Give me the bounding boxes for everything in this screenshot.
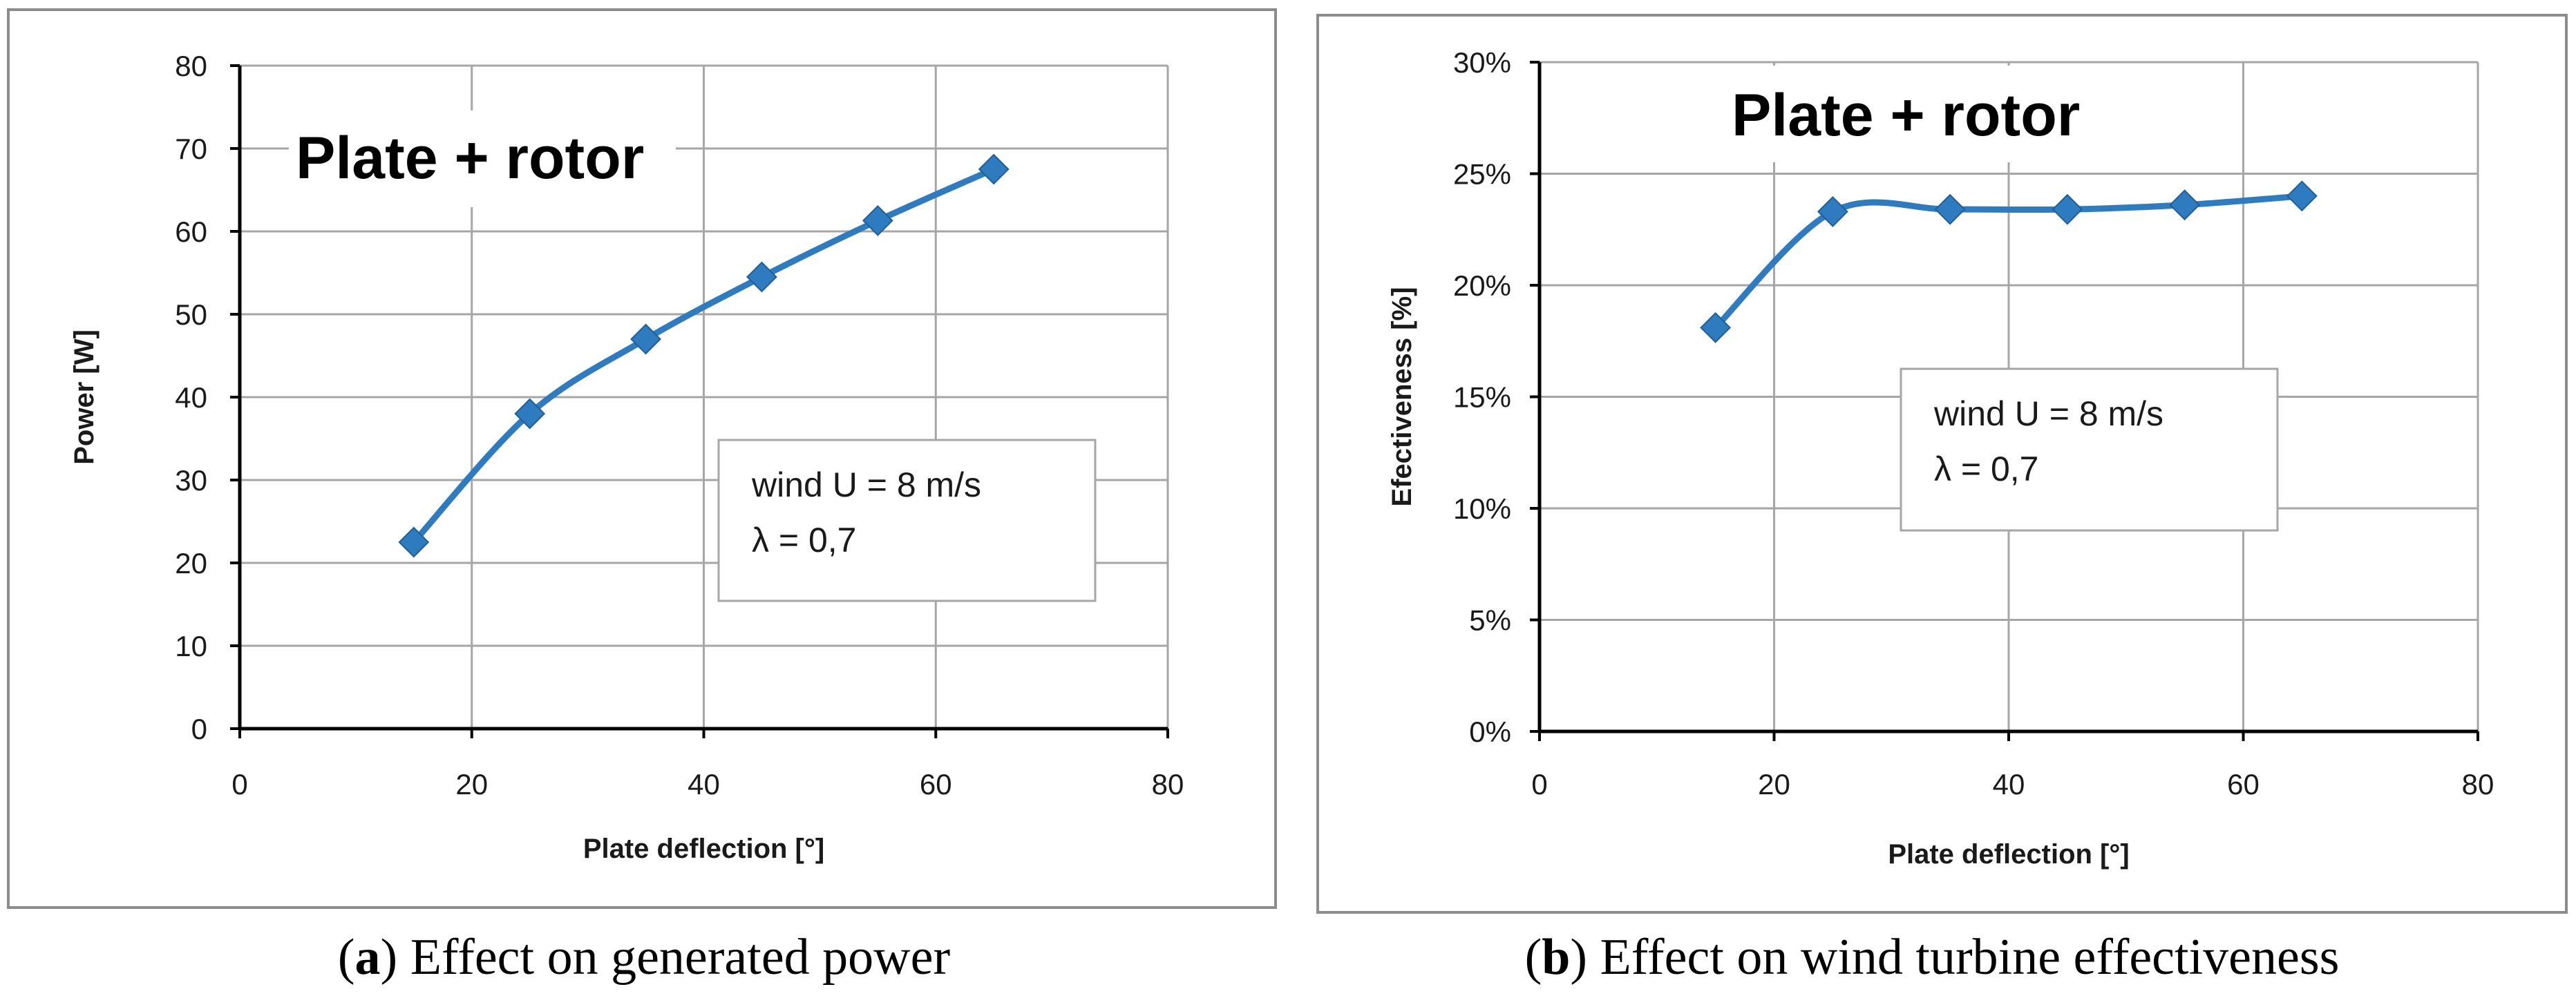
annotation-wind: wind U = 8 m/s bbox=[751, 466, 981, 504]
chart-power: 0 10 20 30 40 50 60 70 80 0 20 40 60 80 Plate + rotor w… bbox=[7, 8, 1277, 986]
caption-text: Effect on generated power bbox=[397, 929, 950, 986]
x-tick-label: 40 bbox=[688, 768, 720, 800]
x-tick-label: 20 bbox=[1758, 768, 1790, 800]
caption-paren-close: ) bbox=[381, 929, 398, 986]
figure-a: 0 10 20 30 40 50 60 70 80 0 20 40 60 80 Plate + rotor w… bbox=[7, 8, 1277, 986]
x-axis-label: Plate deflection [°] bbox=[1888, 839, 2129, 870]
data-point-marker bbox=[514, 398, 546, 430]
data-point-marker bbox=[978, 153, 1010, 185]
figure-caption: (b) Effect on wind turbine effectiveness bbox=[1525, 929, 2340, 986]
data-point-marker bbox=[2169, 189, 2201, 221]
caption-letter: b bbox=[1542, 929, 1570, 986]
caption-letter: a bbox=[355, 929, 381, 986]
y-tick-label: 40 bbox=[175, 381, 207, 414]
chart-effectiveness: 0% 5% 10% 15% 20% 25% 30% 0 20 40 60 80 Plate + roto… bbox=[1316, 14, 2568, 986]
chart-title: Plate + rotor bbox=[296, 125, 644, 191]
y-tick-label: 30 bbox=[175, 464, 207, 497]
y-tick-label: 60 bbox=[175, 215, 207, 248]
annotation-lambda: λ = 0,7 bbox=[752, 521, 857, 559]
data-point-marker bbox=[1817, 195, 1848, 227]
y-tick-label: 10% bbox=[1453, 492, 1511, 525]
caption-paren-open: ( bbox=[338, 929, 355, 986]
figure-caption: (a) Effect on generated power bbox=[338, 929, 950, 986]
y-tick-label: 25% bbox=[1453, 158, 1511, 191]
data-point-marker bbox=[1700, 311, 1732, 343]
data-point-marker bbox=[2286, 180, 2318, 212]
data-point-marker bbox=[2052, 193, 2083, 225]
x-tick-label: 60 bbox=[920, 768, 952, 800]
y-axis-label: Power [W] bbox=[69, 329, 100, 465]
x-tick-label: 80 bbox=[2462, 768, 2494, 800]
annotation-wind: wind U = 8 m/s bbox=[1933, 394, 2163, 433]
y-tick-label: 10 bbox=[175, 630, 207, 662]
title-background bbox=[1723, 66, 2131, 162]
y-tick-label: 70 bbox=[175, 133, 207, 165]
caption-text: Effect on wind turbine effectiveness bbox=[1587, 929, 2339, 986]
y-tick-label: 0% bbox=[1469, 716, 1511, 748]
data-point-marker bbox=[630, 323, 661, 355]
annotation-box bbox=[717, 439, 1097, 602]
x-tick-label: 60 bbox=[2227, 768, 2260, 800]
data-point-marker bbox=[1934, 193, 1966, 225]
x-tick-label: 0 bbox=[231, 768, 247, 800]
x-tick-label: 80 bbox=[1152, 768, 1184, 800]
x-tick-label: 40 bbox=[1993, 768, 2025, 800]
caption-paren-open: ( bbox=[1525, 929, 1542, 986]
y-tick-label: 80 bbox=[175, 50, 207, 82]
annotation-lambda: λ = 0,7 bbox=[1934, 450, 2039, 488]
title-background bbox=[289, 111, 676, 207]
data-point-marker bbox=[746, 261, 777, 293]
y-tick-label: 30% bbox=[1453, 46, 1511, 79]
y-tick-label: 20 bbox=[175, 547, 207, 579]
caption-paren-close: ) bbox=[1570, 929, 1587, 986]
data-point-marker bbox=[862, 204, 893, 236]
chart-title: Plate + rotor bbox=[1732, 82, 2080, 148]
x-tick-label: 20 bbox=[455, 768, 488, 800]
data-point-marker bbox=[398, 526, 430, 558]
y-tick-label: 15% bbox=[1453, 381, 1511, 414]
annotation-box bbox=[1900, 367, 2279, 532]
y-tick-label: 5% bbox=[1469, 604, 1511, 637]
figure-b: 0% 5% 10% 15% 20% 25% 30% 0 20 40 60 80 Plate + roto… bbox=[1288, 0, 2576, 1007]
x-axis-label: Plate deflection [°] bbox=[583, 834, 824, 864]
x-tick-label: 0 bbox=[1531, 768, 1547, 800]
y-tick-label: 20% bbox=[1453, 269, 1511, 302]
y-axis-label: Efectiveness [%] bbox=[1387, 287, 1417, 507]
y-tick-label: 0 bbox=[191, 713, 207, 745]
y-tick-label: 50 bbox=[175, 298, 207, 331]
